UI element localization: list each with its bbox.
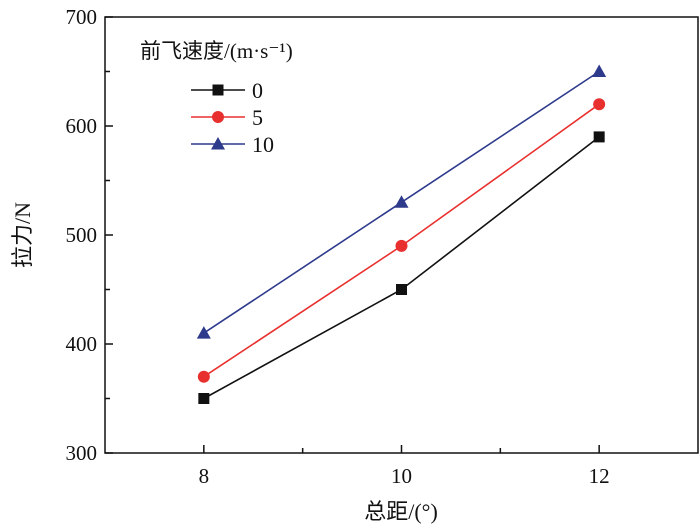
data-point-5 (197, 370, 210, 383)
x-axis-label: 总距/(°) (364, 499, 438, 524)
data-point-10 (394, 195, 409, 208)
y-tick-label: 400 (66, 332, 98, 356)
y-tick-label: 500 (66, 223, 98, 247)
y-tick-label: 300 (66, 441, 98, 465)
series-line-0 (203, 136, 600, 400)
legend-marker-0 (212, 84, 224, 96)
data-point-5 (593, 98, 606, 111)
data-point-0 (396, 284, 407, 295)
data-point-10 (196, 326, 211, 339)
x-tick-label: 8 (199, 464, 210, 488)
legend-marker-10 (211, 137, 225, 150)
y-tick-label: 700 (66, 5, 98, 29)
y-tick-label: 600 (66, 114, 98, 138)
legend-title: 前飞速度/(m·s⁻¹) (140, 39, 293, 63)
legend-label: 5 (252, 105, 263, 130)
data-point-10 (592, 64, 607, 77)
plot-frame (104, 16, 699, 454)
x-tick-label: 12 (589, 464, 610, 488)
x-tick-label: 10 (391, 464, 412, 488)
legend-label: 10 (252, 132, 274, 157)
data-point-5 (395, 239, 408, 252)
y-axis-label: 拉力/N (10, 202, 35, 268)
data-point-0 (593, 131, 605, 143)
plot-marks (196, 64, 607, 404)
legend-label: 0 (252, 78, 263, 103)
legend-marker-5 (212, 111, 224, 123)
axis-ticks: 300 400 500 600 700 8 10 12 (66, 5, 610, 488)
data-point-0 (198, 393, 210, 404)
